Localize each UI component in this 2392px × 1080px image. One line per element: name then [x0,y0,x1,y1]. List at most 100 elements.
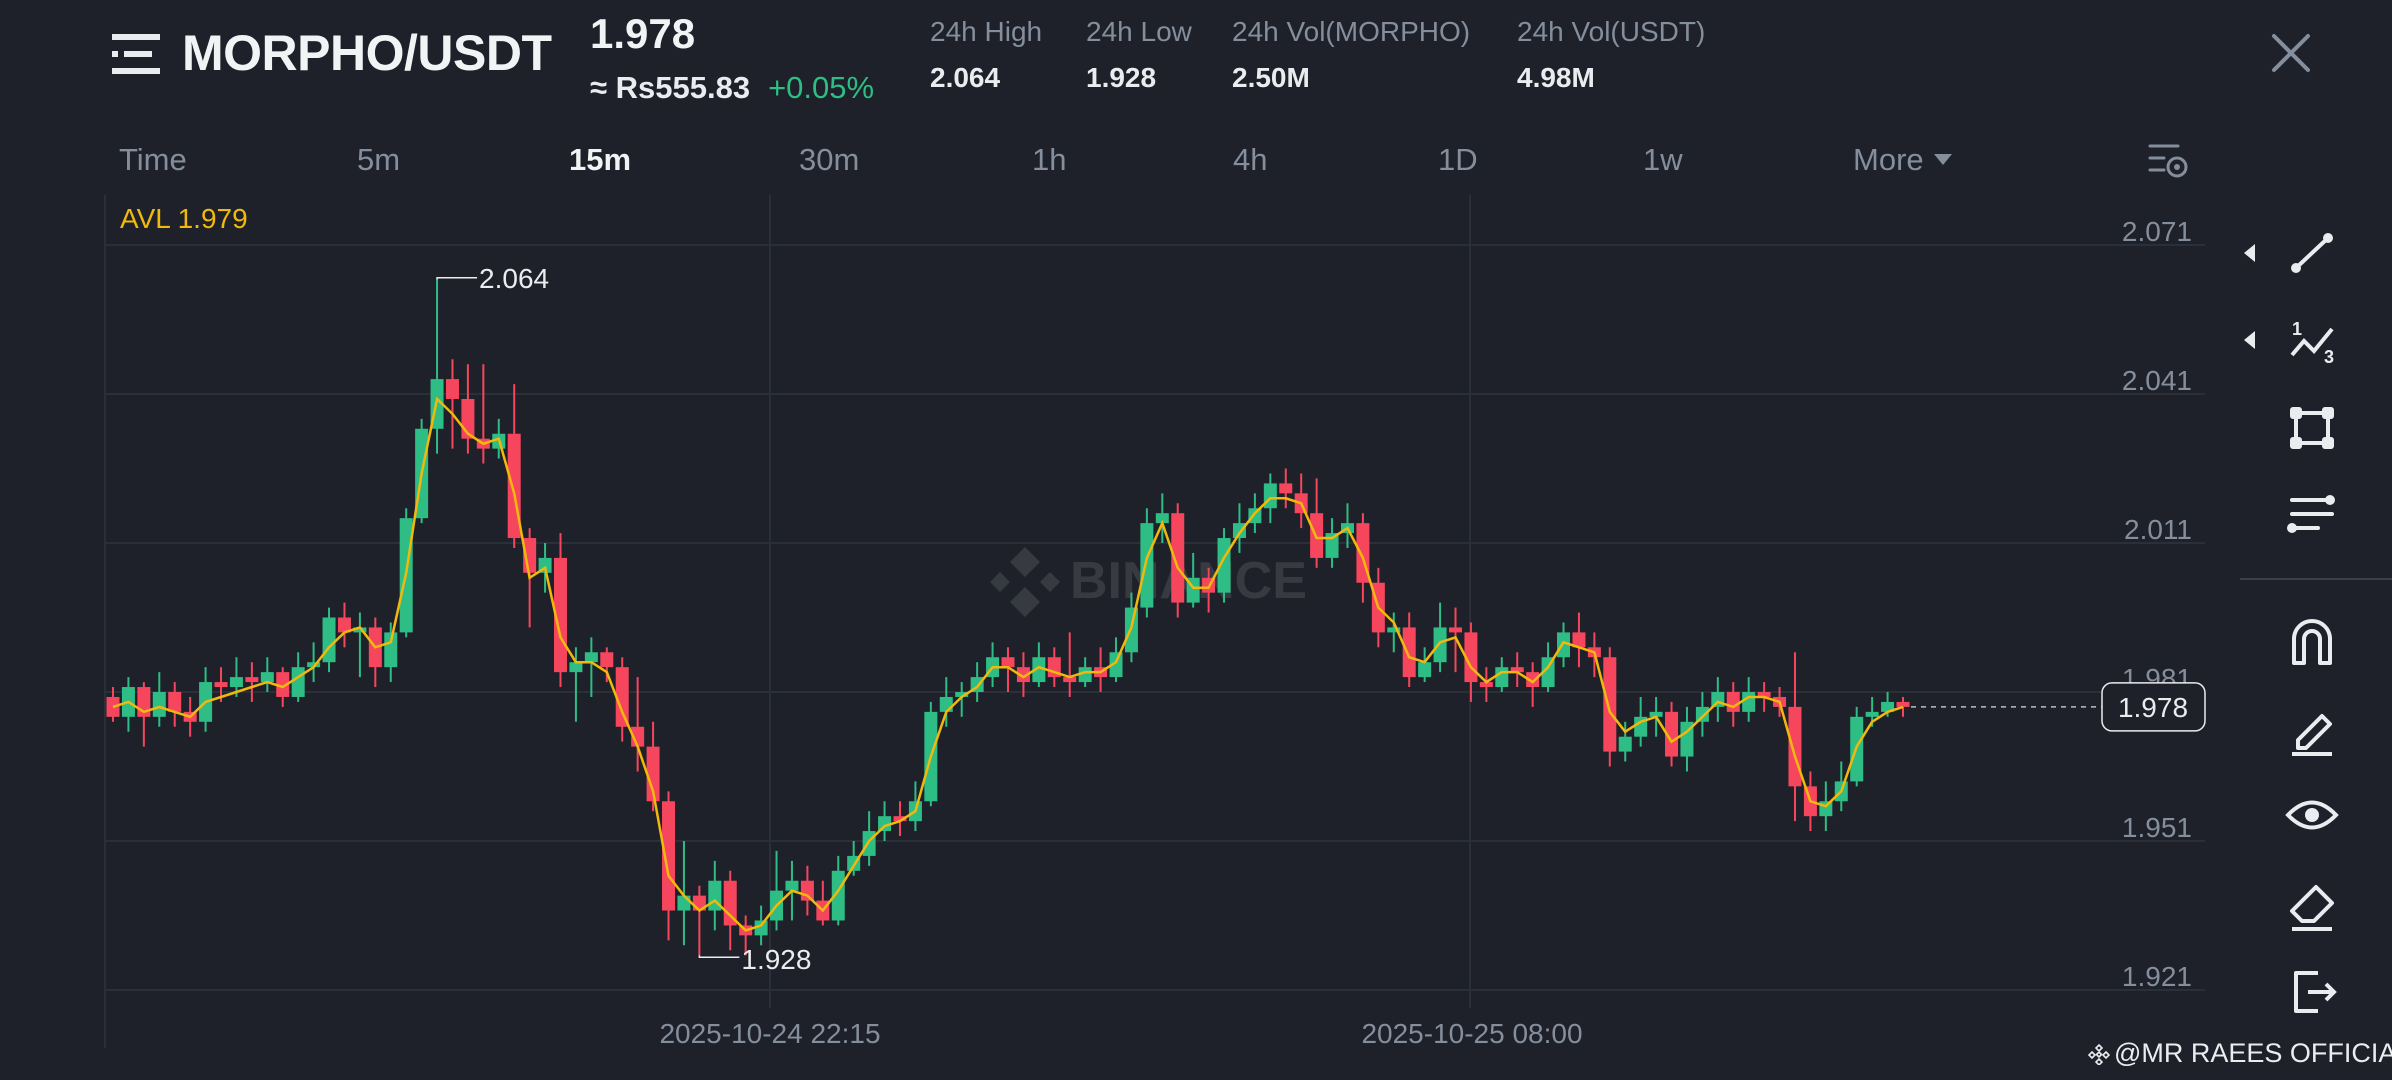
binance-logo-icon [2088,1043,2110,1065]
tab-30m[interactable]: 30m [799,142,860,177]
stat-label: 24h High [930,16,1043,47]
candle-body [1649,711,1663,717]
candle-body [214,682,228,688]
candle-down [600,647,614,683]
candle-down [1526,662,1540,707]
candle-body [1881,701,1895,712]
candle-up [1418,647,1432,683]
ticker-header: MORPHO/USDT 1.978 ≈ Rs555.83 +0.05% 24h H… [0,0,2392,125]
candle-up [353,612,367,678]
chart-settings-icon[interactable] [2148,140,2190,180]
fiat-price-row: ≈ Rs555.83 +0.05% [590,70,874,106]
candle-body [600,652,614,668]
candle-body [569,662,583,673]
y-tick-label: 1.951 [2122,812,2192,843]
candle-down [800,865,814,916]
candlestick-chart[interactable]: BINANCE2.0712.0412.0111.9811.9511.921202… [0,195,2230,1080]
candle-down [337,602,351,648]
visibility-tool[interactable] [2272,780,2352,850]
candle-body [615,667,629,727]
candle-body [384,632,398,668]
candle-body [1603,657,1617,752]
candle-down [723,870,737,951]
drawing-toolbar: 1 3 [2232,195,2392,1025]
tab-4h[interactable]: 4h [1233,142,1268,177]
candle-up [229,657,243,697]
candle-body [291,667,305,697]
candle-body [337,617,351,633]
trend-line-tool[interactable] [2272,218,2352,288]
stat-24h-vol-quote: 24h Vol(USDT) 4.98M [1517,16,1705,94]
candle-body [662,801,676,911]
candle-down [106,687,120,722]
candle-body [677,895,691,911]
candle-body [1665,711,1679,757]
watermark-credit: @MR RAEES OFFICIAL [2088,1038,2392,1069]
magnet-tool[interactable] [2272,605,2352,675]
candle-body [229,677,243,688]
candle-down [461,364,475,454]
exit-tool[interactable] [2272,955,2352,1025]
tab-1w[interactable]: 1w [1643,142,1683,177]
eye-icon [2285,800,2339,830]
y-tick-label: 2.041 [2122,365,2192,396]
candle-up [1232,503,1246,553]
candle-body [1449,627,1462,633]
candle-body [1387,627,1401,633]
candle-body [1572,632,1586,648]
candle-up [677,841,691,946]
candle-up [708,860,722,931]
pair-title[interactable]: MORPHO/USDT [182,25,552,81]
tab-time[interactable]: Time [119,142,187,177]
candle-down [245,662,259,702]
candle-body [1742,692,1756,712]
stat-value: 1.928 [1086,62,1157,93]
parallel-lines-tool[interactable] [2272,480,2352,550]
candle-up [322,607,336,673]
candle-down [1510,652,1524,688]
caret-left-icon[interactable] [2244,244,2255,262]
svg-text:1: 1 [2292,319,2302,339]
candle-body [1263,483,1277,509]
candle-down [554,533,567,688]
fibonacci-tool[interactable]: 1 3 [2272,305,2352,375]
interval-tabs: Time 5m 15m 30m 1h 4h 1D 1w More [0,132,2230,192]
pencil-icon [2292,714,2332,756]
x-tick-label: 2025-10-25 08:00 [1361,1018,1582,1049]
stat-label: 24h Vol(MORPHO) [1232,16,1471,47]
low-marker-line [698,955,740,958]
candle-body [1232,523,1246,539]
candle-up [1032,642,1046,688]
candle-body [1510,667,1524,673]
tab-15m[interactable]: 15m [569,142,632,177]
rectangle-tool[interactable] [2272,393,2352,463]
candle-body [1001,657,1015,668]
menu-icon[interactable] [112,32,160,76]
tab-1d[interactable]: 1D [1438,142,1478,177]
tab-1h[interactable]: 1h [1032,142,1067,177]
candle-up [986,642,1000,688]
y-tick-label: 1.921 [2122,961,2192,992]
candle-up [939,677,953,727]
caret-left-icon[interactable] [2244,331,2255,349]
y-tick-label: 2.011 [2124,514,2192,545]
draw-tool[interactable] [2272,692,2352,762]
candle-up [1618,721,1632,762]
candle-down [662,791,676,941]
candle-body [1109,652,1123,678]
candle-down [1402,612,1416,688]
candle-body [1557,632,1571,658]
eraser-tool[interactable] [2272,867,2352,937]
candle-up [384,622,398,683]
candle-up [1387,612,1401,653]
close-icon[interactable] [2268,30,2314,76]
candle-down [615,657,629,742]
candle-body [939,696,953,712]
candle-up [1433,602,1447,673]
tab-5m[interactable]: 5m [357,142,401,177]
candle-up [430,279,444,454]
svg-text:3: 3 [2324,347,2334,367]
candle-up [1325,518,1339,568]
candle-body [1140,523,1154,608]
tab-more[interactable]: More [1853,142,1952,178]
